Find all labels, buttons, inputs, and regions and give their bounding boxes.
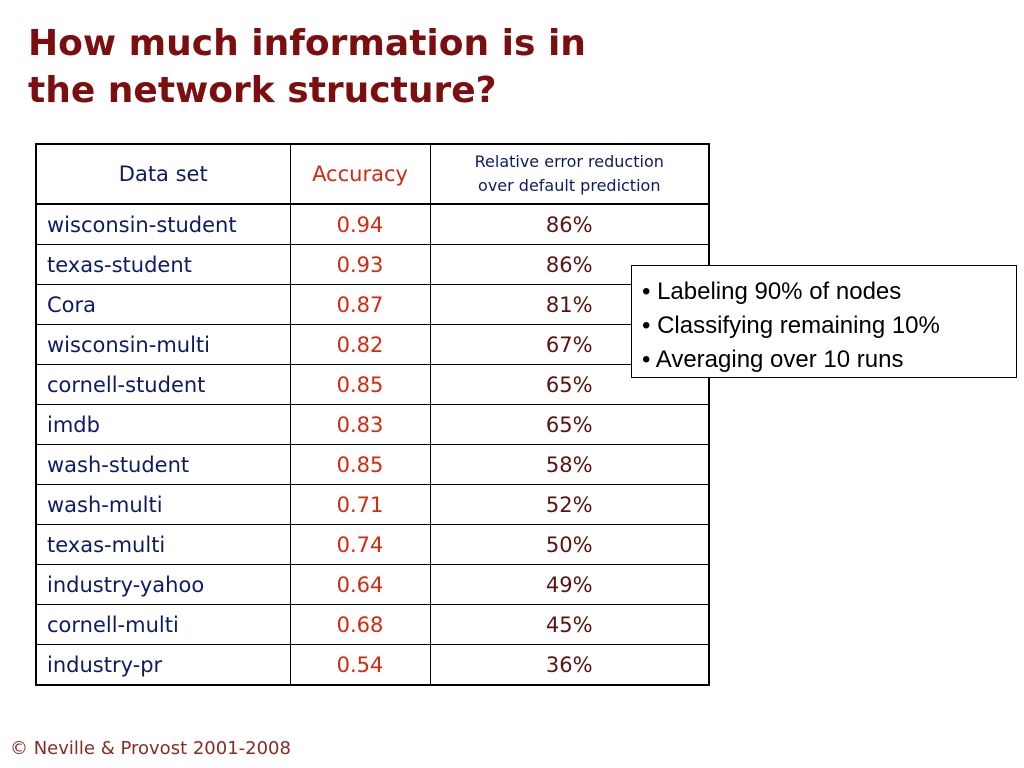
slide-title: How much information is in the network s…	[28, 20, 586, 114]
accuracy-cell: 0.94	[289, 203, 431, 245]
accuracy-cell: 0.93	[289, 244, 431, 285]
dataset-cell: texas-student	[35, 244, 291, 285]
slide-title-line-1: How much information is in	[28, 23, 586, 64]
accuracy-cell: 0.71	[289, 484, 431, 525]
table-row: cornell-student 0.85 65%	[35, 364, 710, 405]
table-row: texas-multi 0.74 50%	[35, 524, 710, 565]
header-accuracy: Accuracy	[289, 143, 431, 205]
accuracy-cell: 0.83	[289, 404, 431, 445]
dataset-cell: cornell-student	[35, 364, 291, 405]
header-relative-error-reduction: Relative error reduction over default pr…	[429, 143, 710, 205]
header-relative-line-2: over default prediction	[478, 176, 661, 195]
reduction-cell: 58%	[429, 444, 710, 485]
dataset-cell: wisconsin-student	[35, 203, 291, 245]
reduction-cell: 45%	[429, 604, 710, 645]
accuracy-cell: 0.85	[289, 364, 431, 405]
dataset-cell: Cora	[35, 284, 291, 325]
dataset-cell: industry-yahoo	[35, 564, 291, 605]
accuracy-cell: 0.85	[289, 444, 431, 485]
method-notes-box: • Labeling 90% of nodes • Classifying re…	[631, 265, 1017, 378]
accuracy-cell: 0.87	[289, 284, 431, 325]
results-table: Data set Accuracy Relative error reducti…	[35, 143, 710, 686]
reduction-cell: 50%	[429, 524, 710, 565]
header-row: Data set Accuracy Relative error reducti…	[35, 143, 710, 205]
accuracy-cell: 0.54	[289, 644, 431, 686]
accuracy-cell: 0.64	[289, 564, 431, 605]
reduction-cell: 86%	[429, 203, 710, 245]
table-row: imdb 0.83 65%	[35, 404, 710, 445]
table-row: wash-multi 0.71 52%	[35, 484, 710, 525]
slide-title-line-2: the network structure?	[28, 70, 497, 111]
results-table-body: wisconsin-student 0.94 86% texas-student…	[35, 203, 710, 686]
dataset-cell: wash-multi	[35, 484, 291, 525]
dataset-cell: texas-multi	[35, 524, 291, 565]
header-relative-line-1: Relative error reduction	[474, 152, 664, 171]
dataset-cell: wisconsin-multi	[35, 324, 291, 365]
reduction-cell: 36%	[429, 644, 710, 686]
dataset-cell: wash-student	[35, 444, 291, 485]
dataset-cell: imdb	[35, 404, 291, 445]
reduction-cell: 52%	[429, 484, 710, 525]
note-item: • Classifying remaining 10%	[642, 312, 940, 339]
table-row: texas-student 0.93 86%	[35, 244, 710, 285]
table-row: wash-student 0.85 58%	[35, 444, 710, 485]
reduction-cell: 49%	[429, 564, 710, 605]
results-table-header: Data set Accuracy Relative error reducti…	[35, 143, 710, 205]
copyright-footer: © Neville & Provost 2001-2008	[10, 738, 291, 759]
dataset-cell: cornell-multi	[35, 604, 291, 645]
accuracy-cell: 0.82	[289, 324, 431, 365]
reduction-cell: 65%	[429, 404, 710, 445]
dataset-cell: industry-pr	[35, 644, 291, 686]
table-row: Cora 0.87 81%	[35, 284, 710, 325]
table-row: industry-yahoo 0.64 49%	[35, 564, 710, 605]
table-row: wisconsin-student 0.94 86%	[35, 203, 710, 245]
table-row: wisconsin-multi 0.82 67%	[35, 324, 710, 365]
accuracy-cell: 0.74	[289, 524, 431, 565]
note-item: • Averaging over 10 runs	[642, 346, 904, 373]
accuracy-cell: 0.68	[289, 604, 431, 645]
table-row: industry-pr 0.54 36%	[35, 644, 710, 686]
header-dataset: Data set	[35, 143, 291, 205]
table-row: cornell-multi 0.68 45%	[35, 604, 710, 645]
note-item: • Labeling 90% of nodes	[642, 278, 902, 305]
